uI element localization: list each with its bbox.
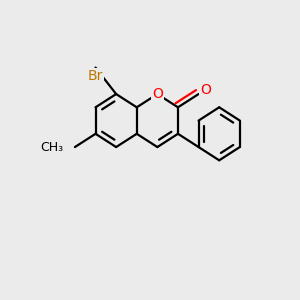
Text: Br: Br [88, 69, 103, 83]
Text: CH₃: CH₃ [40, 141, 64, 154]
Text: O: O [200, 82, 211, 97]
Text: O: O [152, 87, 163, 101]
